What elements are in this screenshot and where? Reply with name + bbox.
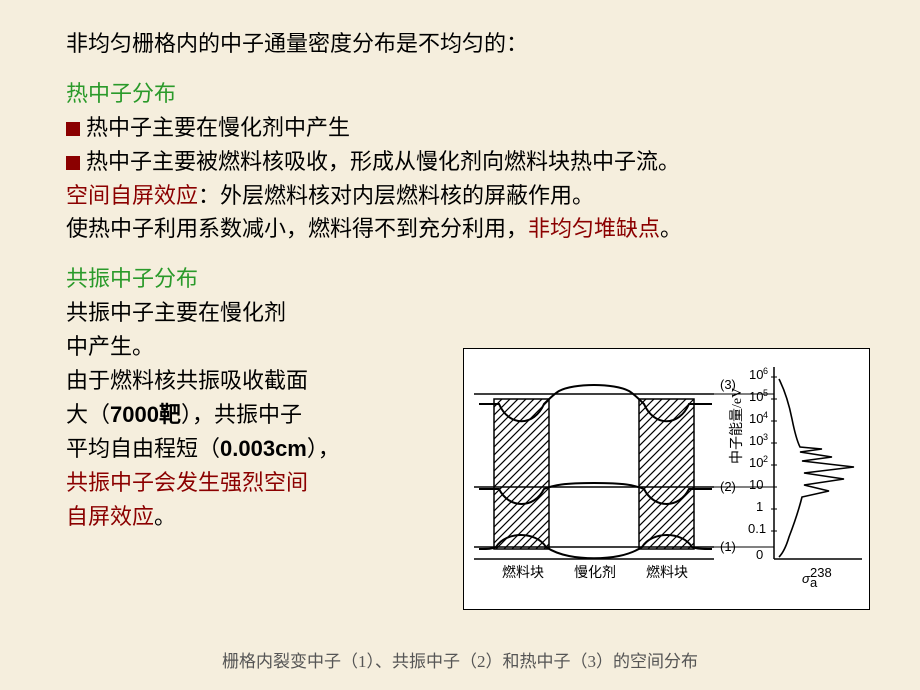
bullet2-text: 热中子主要被燃料核吸收，形成从慢化剂向燃料块热中子流。 [86,149,680,174]
text-span: 。 [154,504,176,529]
section2-heading: 共振中子分布 [66,263,890,295]
bullet-row-2: 热中子主要被燃料核吸收，形成从慢化剂向燃料块热中子流。 [66,146,890,178]
section1-heading: 热中子分布 [66,78,890,110]
bullet-icon [66,156,80,170]
svg-text:0.1: 0.1 [748,521,766,536]
text-bold: 7000靶 [110,402,181,427]
text-span: 。 [660,216,682,241]
text-span: 使热中子利用系数减小，燃料得不到充分利用， [66,216,528,241]
text-span: 大（ [66,402,110,427]
right-ylabel: 中子能量/eV [729,388,745,464]
figure-svg: (3) (2) (1) 燃料块 慢化剂 燃料块 106 105 104 103 … [464,349,869,609]
bullet-row-1: 热中子主要在慢化剂中产生 [66,112,890,144]
text-span: ：外层燃料核对内层燃料核的屏蔽作用。 [198,183,594,208]
section2-line1: 共振中子主要在慢化剂 [66,297,890,329]
svg-text:238: 238 [810,565,832,580]
svg-text:2: 2 [763,454,768,464]
bullet1-text: 热中子主要在慢化剂中产生 [86,115,350,140]
section1-line3: 空间自屏效应：外层燃料核对内层燃料核的屏蔽作用。 [66,180,890,212]
text-span: ），共振中子 [181,402,302,427]
text-span: 平均自由程短（ [66,436,220,461]
text-bold: 0.003cm [220,436,307,461]
page-title: 非均匀栅格内的中子通量密度分布是不均匀的： [66,28,890,60]
svg-text:10: 10 [749,433,763,448]
xlabel-moderator: 慢化剂 [574,564,616,581]
figure-caption: 栅格内裂变中子（1）、共振中子（2）和热中子（3）的空间分布 [0,647,920,672]
svg-text:10: 10 [749,455,763,470]
text-span: ）， [307,436,340,461]
xlabel-fuel1: 燃料块 [502,564,544,581]
svg-text:10: 10 [749,477,763,492]
xlabel-fuel2: 燃料块 [646,564,688,581]
svg-text:10: 10 [749,367,763,382]
svg-text:10: 10 [749,389,763,404]
svg-text:5: 5 [763,388,768,398]
section1-line4: 使热中子利用系数减小，燃料得不到充分利用，非均匀堆缺点。 [66,213,890,245]
text-redspan: 空间自屏效应 [66,183,198,208]
text-redspan: 非均匀堆缺点 [528,216,660,241]
svg-text:1: 1 [756,499,763,514]
svg-text:10: 10 [749,411,763,426]
svg-text:6: 6 [763,366,768,376]
bullet-icon [66,122,80,136]
svg-text:0: 0 [756,547,763,562]
svg-text:3: 3 [763,432,768,442]
svg-text:4: 4 [763,410,768,420]
text-redspan: 自屏效应 [66,504,154,529]
figure-container: (3) (2) (1) 燃料块 慢化剂 燃料块 106 105 104 103 … [463,348,870,610]
left-panel: (3) (2) (1) 燃料块 慢化剂 燃料块 [474,377,736,581]
